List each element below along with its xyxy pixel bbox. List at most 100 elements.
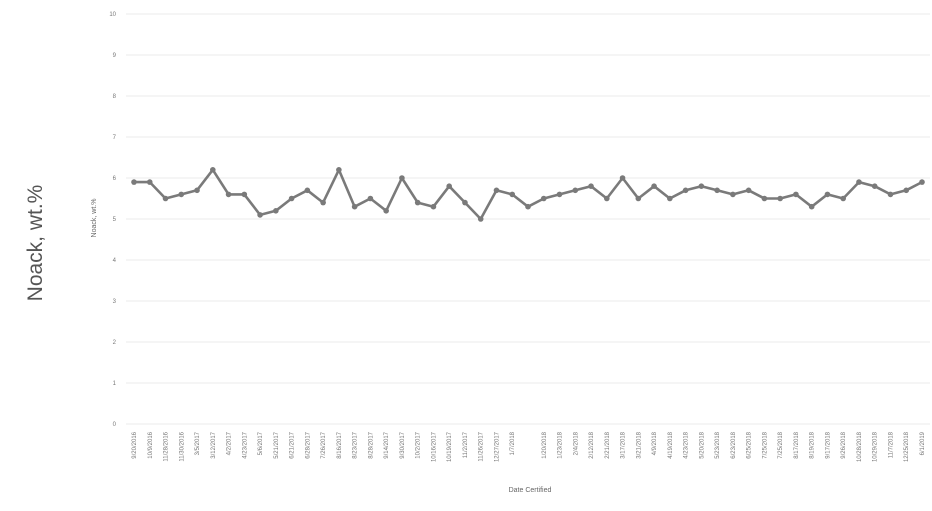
data-point [745, 187, 752, 194]
data-point [351, 203, 358, 210]
x-tick-label: 10/9/2016 [148, 431, 154, 458]
data-point [903, 187, 910, 194]
y-tick-label: 3 [113, 299, 117, 305]
data-point [146, 179, 153, 185]
x-tick-label: 5/20/2018 [699, 431, 705, 458]
x-tick-label: 7/26/2017 [321, 431, 327, 458]
data-point [336, 167, 342, 173]
data-point [225, 191, 232, 198]
y-tick-label: 6 [113, 176, 117, 182]
data-point [667, 195, 673, 202]
data-point [824, 191, 831, 198]
x-tick-label: 4/23/2017 [242, 431, 248, 458]
x-tick-label: 8/16/2017 [337, 431, 343, 458]
x-tick-label: 10/28/2018 [857, 431, 863, 462]
x-tick-labels: 9/20/2016 10/9/2016 11/28/2016 11/30/2016 3/… [132, 431, 926, 462]
x-tick-label: 4/23/2018 [684, 431, 690, 458]
data-point [540, 195, 547, 202]
y-tick-label: 5 [113, 217, 117, 223]
x-tick-label: 10/16/2017 [431, 431, 437, 462]
data-point [525, 203, 531, 210]
y-axis-title: Noack, wt.% [91, 199, 98, 238]
data-point [493, 187, 500, 194]
x-tick-label: 5/23/2018 [715, 431, 721, 458]
x-tick-label: 11/28/2016 [164, 431, 170, 461]
x-tick-label: 1/23/2018 [558, 431, 564, 458]
gridlines [126, 13, 930, 425]
y-tick-label: 4 [113, 258, 117, 264]
x-tick-label: 12/25/2018 [904, 431, 910, 462]
x-tick-label: 6/23/2018 [731, 431, 737, 458]
x-tick-label: 11/30/2016 [179, 431, 185, 461]
x-tick-label: 1/7/2018 [510, 431, 516, 455]
data-point [477, 216, 484, 222]
data-point [572, 187, 579, 194]
data-point [793, 191, 799, 198]
data-point [194, 187, 200, 194]
data-point [131, 179, 137, 185]
x-tick-label: 5/21/2017 [274, 431, 280, 458]
series-layer [131, 167, 925, 222]
y-tick-labels: 0 1 2 3 4 5 6 7 8 9 10 [109, 12, 116, 428]
x-tick-label: 10/19/2017 [447, 431, 453, 462]
data-point [273, 208, 279, 214]
data-point [714, 187, 720, 194]
x-tick-label: 6/28/2017 [305, 431, 311, 458]
x-tick-label: 9/14/2017 [384, 431, 390, 458]
x-tick-label: 6/25/2018 [747, 431, 753, 458]
series-line [134, 168, 923, 221]
data-point [698, 183, 705, 189]
data-point [210, 167, 216, 173]
x-tick-label: 2/4/2018 [573, 431, 579, 455]
x-tick-label: 4/9/2018 [652, 431, 658, 455]
y-tick-label: 0 [113, 422, 117, 428]
x-tick-label: 4/19/2018 [668, 431, 674, 458]
data-point [761, 195, 768, 202]
x-tick-label: 9/17/2018 [825, 431, 831, 458]
x-tick-label: 7/25/2018 [762, 431, 768, 458]
data-point [730, 191, 736, 198]
data-point [446, 183, 453, 189]
x-tick-label: 9/20/2016 [132, 431, 138, 458]
data-point [840, 195, 846, 202]
data-point [682, 187, 689, 194]
y-tick-label: 7 [113, 135, 117, 141]
data-point [619, 175, 626, 181]
data-point [399, 175, 405, 181]
y-tick-label: 2 [113, 340, 117, 346]
x-tick-label: 10/29/2018 [873, 431, 879, 462]
data-point [871, 183, 878, 189]
data-point [162, 195, 169, 202]
x-tick-label: 6/1/2019 [920, 431, 926, 455]
x-tick-label: 1/20/2018 [542, 431, 548, 458]
y-tick-label: 8 [113, 94, 117, 100]
data-point [509, 191, 516, 198]
data-point [288, 195, 295, 202]
x-tick-label: 7/25/2018 [778, 431, 784, 458]
data-point [241, 191, 248, 198]
data-point [414, 199, 421, 206]
x-tick-label: 3/12/2017 [211, 431, 217, 458]
x-tick-label: 11/26/2017 [479, 431, 485, 461]
x-tick-label: 8/17/2018 [794, 431, 800, 458]
data-point [383, 208, 389, 214]
x-tick-label: 6/21/2017 [290, 431, 296, 458]
data-point [919, 179, 925, 185]
data-point [430, 203, 437, 210]
x-tick-label: 9/26/2018 [841, 431, 847, 458]
data-point [367, 195, 374, 202]
data-point [462, 199, 468, 206]
x-tick-label: 12/27/2017 [494, 431, 500, 462]
x-tick-label: 11/2/2017 [463, 431, 469, 458]
x-tick-label: 8/19/2018 [810, 431, 816, 458]
data-point [320, 199, 326, 206]
x-tick-label: 3/17/2018 [621, 431, 627, 458]
data-point [856, 179, 862, 185]
data-point [604, 195, 610, 202]
x-tick-label: 2/12/2018 [589, 431, 595, 458]
x-axis-title: Date Certified [509, 487, 552, 494]
data-point [556, 191, 563, 198]
x-tick-label: 3/21/2018 [636, 431, 642, 458]
x-tick-label: 5/6/2017 [258, 431, 264, 455]
